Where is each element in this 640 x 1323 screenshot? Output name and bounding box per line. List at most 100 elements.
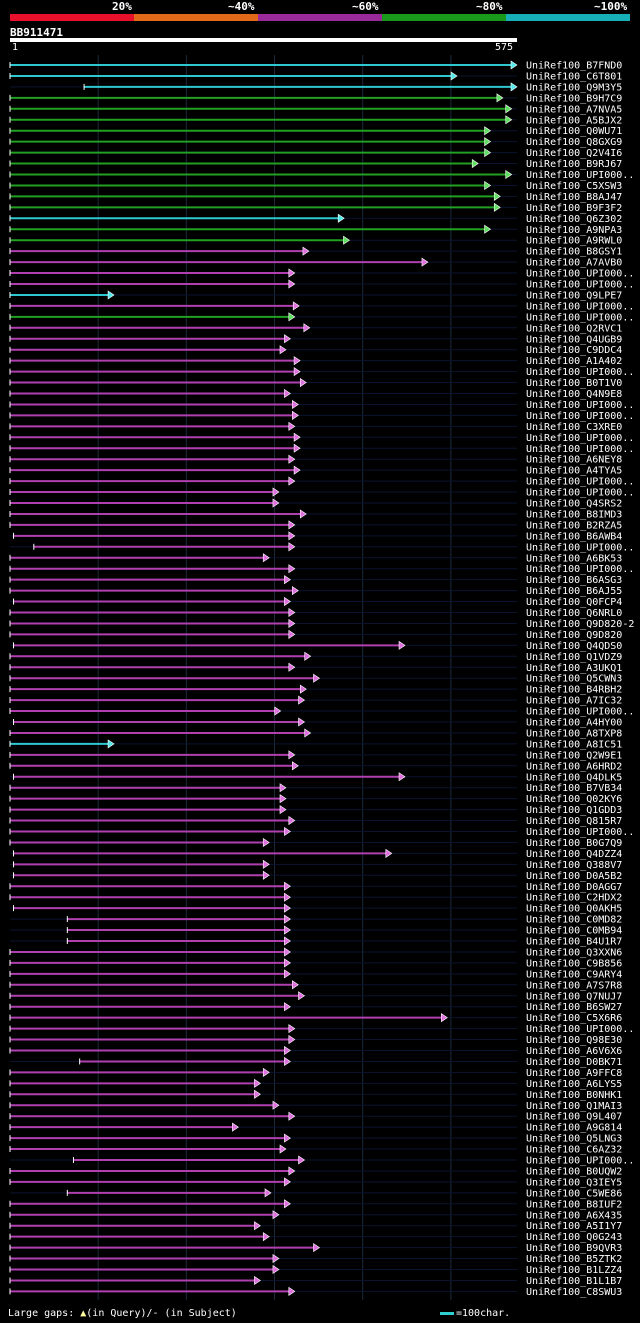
hit-label[interactable]: UniRef100_Q9LPE7 bbox=[526, 290, 622, 301]
hit-label[interactable]: UniRef100_B9H7C9 bbox=[526, 93, 622, 104]
hit-label[interactable]: UniRef100_A9G814 bbox=[526, 1123, 622, 1134]
hit-label[interactable]: UniRef100_A6V6X6 bbox=[526, 1046, 622, 1057]
hit-label[interactable]: UniRef100_UPI000.. bbox=[526, 707, 634, 718]
hit-label[interactable]: UniRef100_D0BK71 bbox=[526, 1057, 622, 1068]
hit-label[interactable]: UniRef100_Q9D820 bbox=[526, 630, 622, 641]
hit-label[interactable]: UniRef100_A7AVB0 bbox=[526, 258, 622, 269]
hit-label[interactable]: UniRef100_UPI000.. bbox=[526, 444, 634, 455]
hit-label[interactable]: UniRef100_Q9D820-2 bbox=[526, 619, 634, 630]
hit-label[interactable]: UniRef100_B5ZTK2 bbox=[526, 1254, 622, 1265]
hit-label[interactable]: UniRef100_Q1VDZ9 bbox=[526, 652, 622, 663]
hit-label[interactable]: UniRef100_A8TXP8 bbox=[526, 728, 622, 739]
hit-label[interactable]: UniRef100_B9F3F2 bbox=[526, 203, 622, 214]
hit-label[interactable]: UniRef100_Q3XXN6 bbox=[526, 947, 622, 958]
hit-label[interactable]: UniRef100_C5X6R6 bbox=[526, 1013, 622, 1024]
hit-label[interactable]: UniRef100_Q6Z302 bbox=[526, 214, 622, 225]
hit-label[interactable]: UniRef100_Q3IEY5 bbox=[526, 1177, 622, 1188]
hit-label[interactable]: UniRef100_UPI000.. bbox=[526, 488, 634, 499]
hit-label[interactable]: UniRef100_C5XSW3 bbox=[526, 181, 622, 192]
hit-label[interactable]: UniRef100_Q0WU71 bbox=[526, 126, 622, 137]
hit-label[interactable]: UniRef100_B6AJ55 bbox=[526, 586, 622, 597]
hit-label[interactable]: UniRef100_Q2RVC1 bbox=[526, 323, 622, 334]
hit-label[interactable]: UniRef100_Q5LNG3 bbox=[526, 1134, 622, 1145]
hit-label[interactable]: UniRef100_B4RBH2 bbox=[526, 685, 622, 696]
hit-label[interactable]: UniRef100_B6AWB4 bbox=[526, 531, 622, 542]
hit-label[interactable]: UniRef100_A4TYA5 bbox=[526, 466, 622, 477]
hit-label[interactable]: UniRef100_A6NEY8 bbox=[526, 455, 622, 466]
hit-label[interactable]: UniRef100_B1LZZ4 bbox=[526, 1265, 622, 1276]
hit-label[interactable]: UniRef100_A1A402 bbox=[526, 356, 622, 367]
hit-label[interactable]: UniRef100_A4HY00 bbox=[526, 718, 622, 729]
hit-label[interactable]: UniRef100_UPI000.. bbox=[526, 367, 634, 378]
hit-label[interactable]: UniRef100_Q1MAI3 bbox=[526, 1101, 622, 1112]
hit-label[interactable]: UniRef100_A3UKQ1 bbox=[526, 663, 622, 674]
hit-label[interactable]: UniRef100_B0T1V0 bbox=[526, 378, 622, 389]
hit-label[interactable]: UniRef100_Q9L407 bbox=[526, 1112, 622, 1123]
hit-label[interactable]: UniRef100_B7VB34 bbox=[526, 783, 622, 794]
hit-label[interactable]: UniRef100_Q0G243 bbox=[526, 1232, 622, 1243]
hit-label[interactable]: UniRef100_UPI000.. bbox=[526, 1156, 634, 1167]
hit-label[interactable]: UniRef100_C8SWU3 bbox=[526, 1287, 622, 1298]
hit-label[interactable]: UniRef100_C6AZ32 bbox=[526, 1145, 622, 1156]
hit-label[interactable]: UniRef100_UPI000.. bbox=[526, 827, 634, 838]
hit-label[interactable]: UniRef100_Q815R7 bbox=[526, 816, 622, 827]
hit-label[interactable]: UniRef100_Q4DZZ4 bbox=[526, 849, 622, 860]
hit-label[interactable]: UniRef100_A9FFC8 bbox=[526, 1068, 622, 1079]
hit-label[interactable]: UniRef100_B8IUF2 bbox=[526, 1199, 622, 1210]
hit-label[interactable]: UniRef100_Q5CWN3 bbox=[526, 674, 622, 685]
hit-label[interactable]: UniRef100_UPI000.. bbox=[526, 312, 634, 323]
hit-label[interactable]: UniRef100_UPI000.. bbox=[526, 400, 634, 411]
hit-label[interactable]: UniRef100_UPI000.. bbox=[526, 269, 634, 280]
hit-label[interactable]: UniRef100_B0UQW2 bbox=[526, 1166, 622, 1177]
hit-label[interactable]: UniRef100_Q0FCP4 bbox=[526, 597, 622, 608]
hit-label[interactable]: UniRef100_UPI000.. bbox=[526, 1024, 634, 1035]
hit-label[interactable]: UniRef100_A6HRD2 bbox=[526, 761, 622, 772]
hit-label[interactable]: UniRef100_D0AGG7 bbox=[526, 882, 622, 893]
hit-label[interactable]: UniRef100_C6T801 bbox=[526, 71, 622, 82]
hit-label[interactable]: UniRef100_B7FND0 bbox=[526, 61, 622, 72]
hit-label[interactable]: UniRef100_Q0AKH5 bbox=[526, 904, 622, 915]
hit-label[interactable]: UniRef100_UPI000.. bbox=[526, 280, 634, 291]
hit-label[interactable]: UniRef100_C9B856 bbox=[526, 958, 622, 969]
hit-label[interactable]: UniRef100_UPI000.. bbox=[526, 433, 634, 444]
hit-label[interactable]: UniRef100_C9ARY4 bbox=[526, 969, 622, 980]
hit-label[interactable]: UniRef100_B1L1B7 bbox=[526, 1276, 622, 1287]
hit-label[interactable]: UniRef100_Q98E30 bbox=[526, 1035, 622, 1046]
hit-label[interactable]: UniRef100_B2RZA5 bbox=[526, 520, 622, 531]
hit-label[interactable]: UniRef100_A8IC51 bbox=[526, 739, 622, 750]
hit-label[interactable]: UniRef100_Q4SRS2 bbox=[526, 499, 622, 510]
hit-label[interactable]: UniRef100_UPI000.. bbox=[526, 170, 634, 181]
hit-label[interactable]: UniRef100_Q02KY6 bbox=[526, 794, 622, 805]
hit-label[interactable]: UniRef100_C3XRE0 bbox=[526, 422, 622, 433]
hit-label[interactable]: UniRef100_Q2W9E1 bbox=[526, 750, 622, 761]
hit-label[interactable]: UniRef100_B0G7Q9 bbox=[526, 838, 622, 849]
hit-label[interactable]: UniRef100_Q4UGB9 bbox=[526, 334, 622, 345]
hit-label[interactable]: UniRef100_Q4DLK5 bbox=[526, 772, 622, 783]
hit-label[interactable]: UniRef100_B4U1R7 bbox=[526, 937, 622, 948]
hit-label[interactable]: UniRef100_C5WE86 bbox=[526, 1188, 622, 1199]
hit-label[interactable]: UniRef100_A6LYS5 bbox=[526, 1079, 622, 1090]
hit-label[interactable]: UniRef100_B9QVR3 bbox=[526, 1243, 622, 1254]
hit-label[interactable]: UniRef100_B6SW27 bbox=[526, 1002, 622, 1013]
hit-label[interactable]: UniRef100_UPI000.. bbox=[526, 542, 634, 553]
hit-label[interactable]: UniRef100_A7IC32 bbox=[526, 696, 622, 707]
hit-label[interactable]: UniRef100_Q388V7 bbox=[526, 860, 622, 871]
hit-label[interactable]: UniRef100_B8AJ47 bbox=[526, 192, 622, 203]
hit-label[interactable]: UniRef100_Q7NUJ7 bbox=[526, 991, 622, 1002]
hit-label[interactable]: UniRef100_B8IMD3 bbox=[526, 509, 622, 520]
hit-label[interactable]: UniRef100_UPI000.. bbox=[526, 477, 634, 488]
hit-label[interactable]: UniRef100_C2HDX2 bbox=[526, 893, 622, 904]
hit-label[interactable]: UniRef100_B0NHK1 bbox=[526, 1090, 622, 1101]
hit-label[interactable]: UniRef100_A7S7R8 bbox=[526, 980, 622, 991]
hit-label[interactable]: UniRef100_UPI000.. bbox=[526, 411, 634, 422]
hit-label[interactable]: UniRef100_Q9M3Y5 bbox=[526, 82, 622, 93]
hit-label[interactable]: UniRef100_Q2V4I6 bbox=[526, 148, 622, 159]
hit-label[interactable]: UniRef100_C0MD82 bbox=[526, 915, 622, 926]
hit-label[interactable]: UniRef100_C9DDC4 bbox=[526, 345, 622, 356]
hit-label[interactable]: UniRef100_Q8GXG9 bbox=[526, 137, 622, 148]
hit-label[interactable]: UniRef100_B9RJ67 bbox=[526, 159, 622, 170]
hit-label[interactable]: UniRef100_A5BJX2 bbox=[526, 115, 622, 126]
hit-label[interactable]: UniRef100_B6ASG3 bbox=[526, 575, 622, 586]
hit-label[interactable]: UniRef100_Q6NRL0 bbox=[526, 608, 622, 619]
hit-label[interactable]: UniRef100_A7NVA5 bbox=[526, 104, 622, 115]
